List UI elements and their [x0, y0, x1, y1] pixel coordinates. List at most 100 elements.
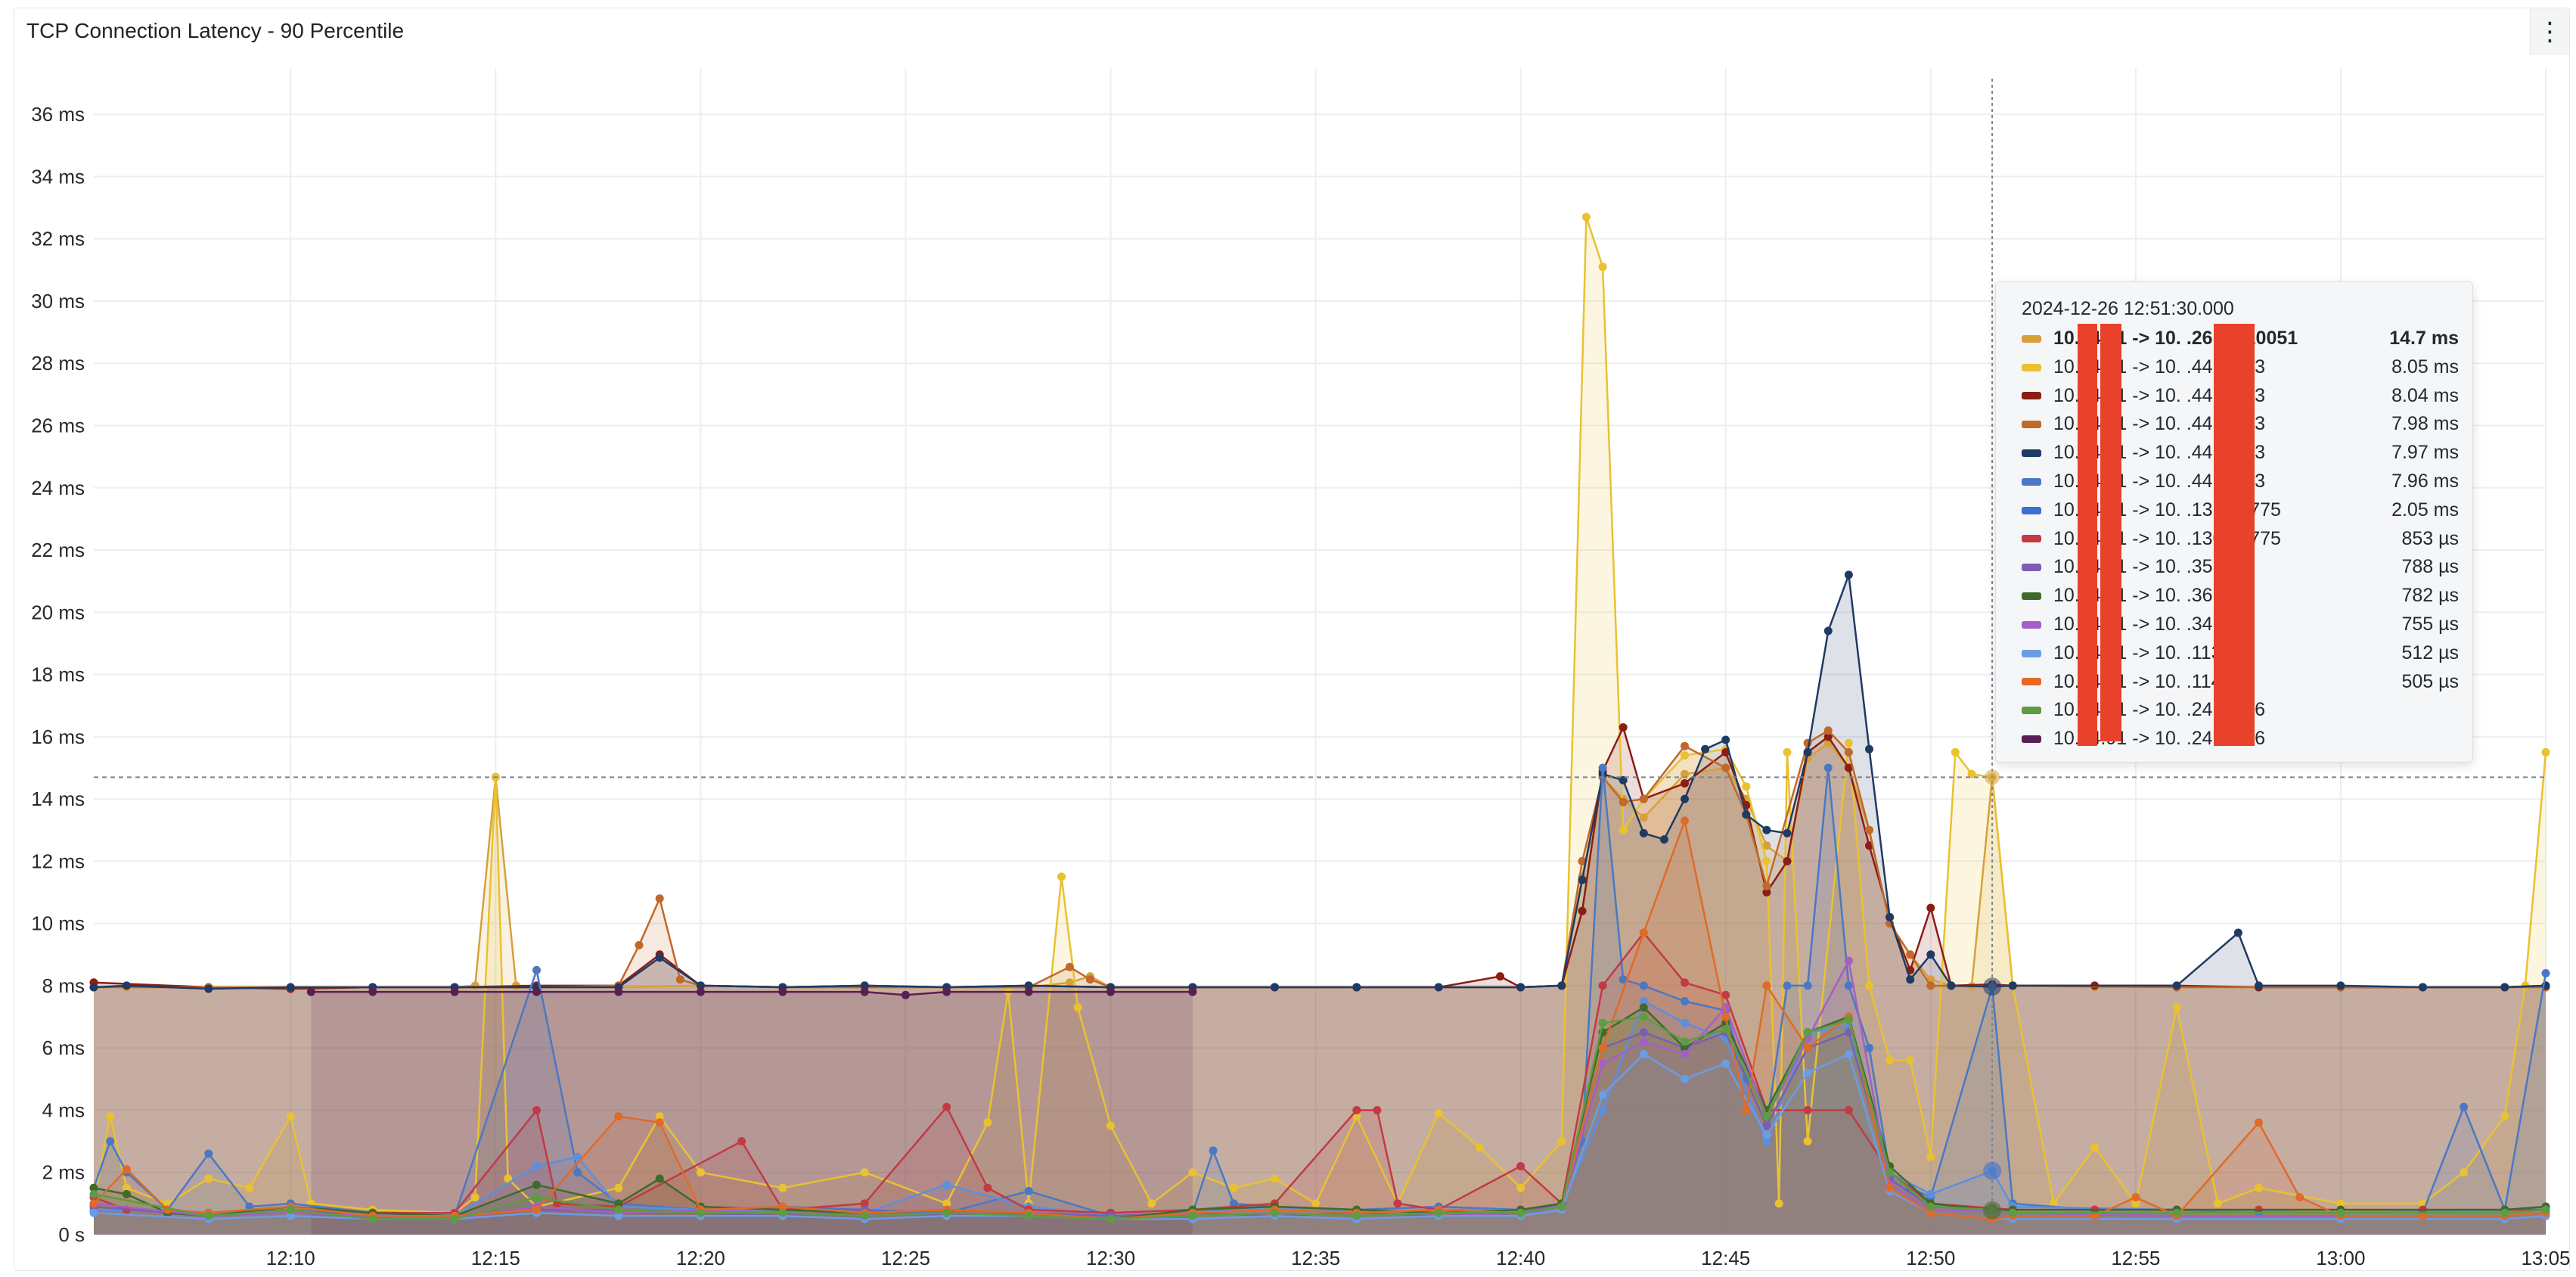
- data-point: [1578, 906, 1587, 915]
- panel-menu-button[interactable]: ⋮: [2530, 8, 2569, 55]
- x-tick-label: 12:45: [1701, 1247, 1750, 1269]
- series-line-10[interactable]: [93, 959, 2547, 1220]
- data-point: [1885, 1056, 1895, 1065]
- series-line-13[interactable]: [93, 1015, 2547, 1220]
- data-point: [306, 987, 315, 996]
- data-point: [1619, 775, 1628, 785]
- data-point: [1598, 763, 1607, 772]
- data-point: [1557, 1137, 1566, 1146]
- data-point: [1823, 726, 1833, 735]
- x-tick-label: 12:30: [1086, 1247, 1135, 1269]
- data-point: [614, 1205, 623, 1214]
- data-point: [1373, 1106, 1382, 1114]
- data-point: [204, 1211, 213, 1220]
- data-point: [1783, 856, 1792, 865]
- data-point: [778, 1208, 787, 1217]
- data-point: [573, 1152, 582, 1161]
- data-point: [1619, 825, 1628, 834]
- data-point: [696, 1208, 705, 1217]
- data-point: [614, 1199, 623, 1208]
- data-point: [450, 1214, 459, 1223]
- data-point: [942, 1199, 951, 1208]
- data-point: [286, 1205, 295, 1214]
- data-point: [1209, 1146, 1218, 1155]
- x-tick-label: 12:15: [471, 1247, 520, 1269]
- data-point: [1024, 987, 1033, 996]
- data-point: [942, 1180, 951, 1189]
- data-point: [1885, 1168, 1895, 1177]
- data-point: [2172, 1208, 2181, 1217]
- data-point: [1906, 975, 1915, 984]
- data-point: [1762, 888, 1771, 896]
- x-tick-label: 13:00: [2316, 1247, 2365, 1269]
- data-point: [1516, 1162, 1525, 1170]
- data-point: [1106, 987, 1115, 996]
- series-line-3[interactable]: [94, 729, 2546, 989]
- data-point: [1721, 1012, 1730, 1021]
- series-color-swatch: [2022, 506, 2041, 514]
- hover-point-highlight: [1985, 769, 2000, 785]
- data-point: [1578, 856, 1587, 865]
- data-point: [1681, 1074, 1689, 1083]
- data-point: [1721, 735, 1730, 744]
- x-tick-label: 12:40: [1496, 1247, 1545, 1269]
- data-point: [1762, 981, 1771, 990]
- series-line-2[interactable]: [93, 726, 2547, 990]
- data-point: [860, 1199, 869, 1208]
- series-color-swatch: [2022, 363, 2041, 371]
- data-point: [1639, 1028, 1648, 1037]
- data-point: [89, 983, 98, 992]
- data-point: [2336, 981, 2345, 990]
- data-point: [368, 1214, 377, 1223]
- data-point: [860, 987, 869, 996]
- x-axis: 12:10 12:15 12:20 12:25 12:30 12:35 12:40 12:45…: [266, 1247, 2571, 1269]
- y-tick-label: 16 ms: [31, 725, 85, 748]
- data-point: [2255, 1183, 2263, 1192]
- data-point: [1926, 1190, 1935, 1198]
- tooltip-series-value: 8.05 ms: [2391, 356, 2459, 378]
- redaction-mark-3: [2214, 324, 2255, 746]
- series-area-7: [94, 933, 2546, 1235]
- data-point: [245, 1183, 254, 1192]
- y-tick-label: 10 ms: [31, 912, 85, 935]
- data-point: [2460, 1168, 2469, 1177]
- tooltip-series-value: 782 µs: [2401, 585, 2459, 607]
- data-point: [1742, 782, 1751, 791]
- data-point: [1434, 1109, 1443, 1118]
- data-point: [1844, 1015, 1853, 1024]
- series-line-0[interactable]: [94, 741, 2546, 989]
- data-point: [1598, 1043, 1607, 1052]
- data-point: [1270, 983, 1279, 992]
- data-point: [1844, 763, 1853, 772]
- data-point: [106, 1112, 115, 1121]
- data-point: [2541, 747, 2550, 757]
- data-point: [1803, 747, 1812, 757]
- data-point: [204, 1174, 213, 1183]
- data-point: [2090, 1143, 2100, 1152]
- data-point: [614, 987, 623, 996]
- tooltip-series-value: 788 µs: [2401, 556, 2459, 578]
- data-point: [655, 953, 664, 962]
- data-point: [1823, 763, 1833, 772]
- tooltip-series-value: 7.96 ms: [2391, 470, 2459, 492]
- tooltip-time: 2024-12-26 12:51:30.000: [2022, 298, 2234, 319]
- data-point: [1581, 213, 1591, 222]
- series-color-swatch: [2022, 649, 2041, 657]
- data-point: [778, 987, 787, 996]
- data-point: [1865, 1043, 1873, 1052]
- data-point: [2500, 983, 2509, 992]
- data-point: [532, 1162, 541, 1170]
- series-area-4: [94, 574, 2546, 1235]
- data-point: [1057, 872, 1066, 881]
- data-point: [1270, 1208, 1279, 1217]
- data-point: [2295, 1193, 2304, 1202]
- data-point: [532, 1193, 541, 1202]
- data-point: [89, 1199, 98, 1208]
- data-point: [1188, 1211, 1197, 1220]
- tooltip-series-value: 853 µs: [2401, 527, 2459, 549]
- series-color-swatch: [2022, 421, 2041, 429]
- data-point: [614, 1183, 623, 1192]
- data-point: [1844, 1106, 1853, 1114]
- data-point: [1844, 981, 1853, 990]
